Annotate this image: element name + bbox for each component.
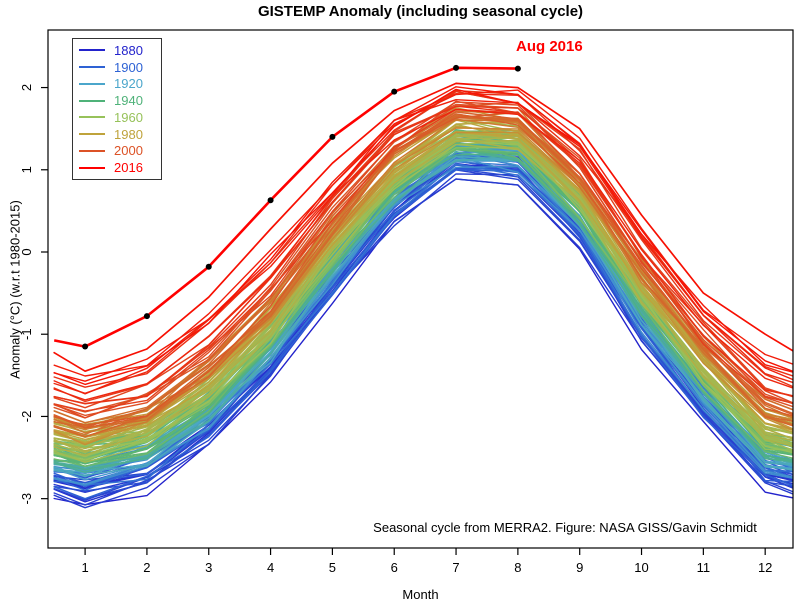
x-axis-label: Month [402, 587, 439, 602]
data-point-marker [205, 263, 212, 270]
legend-row: 1920 [79, 76, 155, 91]
series-line-2015 [53, 82, 793, 373]
legend-row: 2016 [79, 160, 155, 175]
x-tick-label: 10 [634, 560, 648, 575]
legend-row: 1940 [79, 93, 155, 108]
data-point-marker [514, 65, 521, 72]
x-tick-label: 11 [697, 560, 711, 575]
series-line [53, 88, 793, 386]
chart-title: GISTEMP Anomaly (including seasonal cycl… [257, 3, 584, 20]
x-tick-label: 3 [205, 560, 212, 575]
aug-2016-annotation: Aug 2016 [516, 38, 583, 55]
legend-row: 1960 [79, 110, 155, 125]
x-tick-label: 2 [143, 560, 150, 575]
credit-text: Seasonal cycle from MERRA2. Figure: NASA… [373, 520, 757, 535]
series-line [53, 146, 793, 460]
plot-border [47, 29, 794, 549]
data-point-marker [453, 64, 460, 71]
legend-line-swatch [79, 99, 105, 102]
x-tick-label: 9 [576, 560, 583, 575]
x-tick-label: 12 [758, 560, 772, 575]
plot-area [53, 64, 793, 509]
series-line [53, 178, 793, 509]
legend-line-swatch [79, 66, 105, 69]
legend-year-label: 2000 [114, 143, 143, 159]
legend-year-label: 1980 [114, 126, 143, 142]
legend-row: 1980 [79, 127, 155, 142]
legend-line-swatch [79, 116, 105, 119]
legend-line-swatch [79, 49, 105, 52]
series-line [53, 137, 793, 445]
series-line [53, 139, 793, 457]
series-line [53, 108, 793, 412]
legend-year-label: 2016 [114, 160, 143, 176]
legend-year-label: 1880 [114, 42, 143, 58]
x-tick-label: 5 [329, 560, 336, 575]
series-line [53, 139, 793, 452]
data-point-marker [391, 88, 398, 95]
series-line [53, 105, 793, 405]
legend-line-swatch [79, 133, 105, 136]
data-point-marker [82, 343, 89, 350]
y-tick-label: -1 [19, 328, 34, 340]
legend-line-swatch [79, 149, 105, 152]
legend-line-swatch [79, 82, 105, 85]
data-point-marker [143, 313, 150, 320]
y-tick-label: 0 [19, 248, 34, 255]
legend-year-label: 1940 [114, 93, 143, 109]
legend: 1880 1900 1920 1940 1960 1980 2000 2016 [72, 38, 162, 180]
series-line [53, 148, 793, 467]
x-tick-label: 4 [267, 560, 274, 575]
legend-line-swatch [79, 166, 105, 169]
legend-year-label: 1960 [114, 109, 143, 125]
y-tick-label: 1 [19, 166, 34, 173]
series-line [53, 89, 793, 377]
legend-year-label: 1900 [114, 59, 143, 75]
series-line [53, 99, 793, 395]
y-tick-label: -3 [19, 493, 34, 505]
series-line [53, 86, 793, 382]
legend-row: 2000 [79, 143, 155, 158]
legend-row: 1880 [79, 43, 155, 58]
y-axis-label: Anomaly (°C) (w.r.t 1980-2015) [7, 200, 23, 379]
x-tick-label: 1 [81, 560, 88, 575]
x-tick-label: 8 [514, 560, 521, 575]
series-line [53, 108, 793, 401]
legend-row: 1900 [79, 60, 155, 75]
x-tick-label: 7 [452, 560, 459, 575]
x-tick-label: 6 [391, 560, 398, 575]
series-line [53, 165, 793, 486]
y-tick-label: -2 [19, 411, 34, 423]
y-tick-label: 2 [19, 84, 34, 91]
legend-year-label: 1920 [114, 76, 143, 92]
data-point-marker [329, 133, 336, 140]
data-point-marker [267, 197, 274, 204]
